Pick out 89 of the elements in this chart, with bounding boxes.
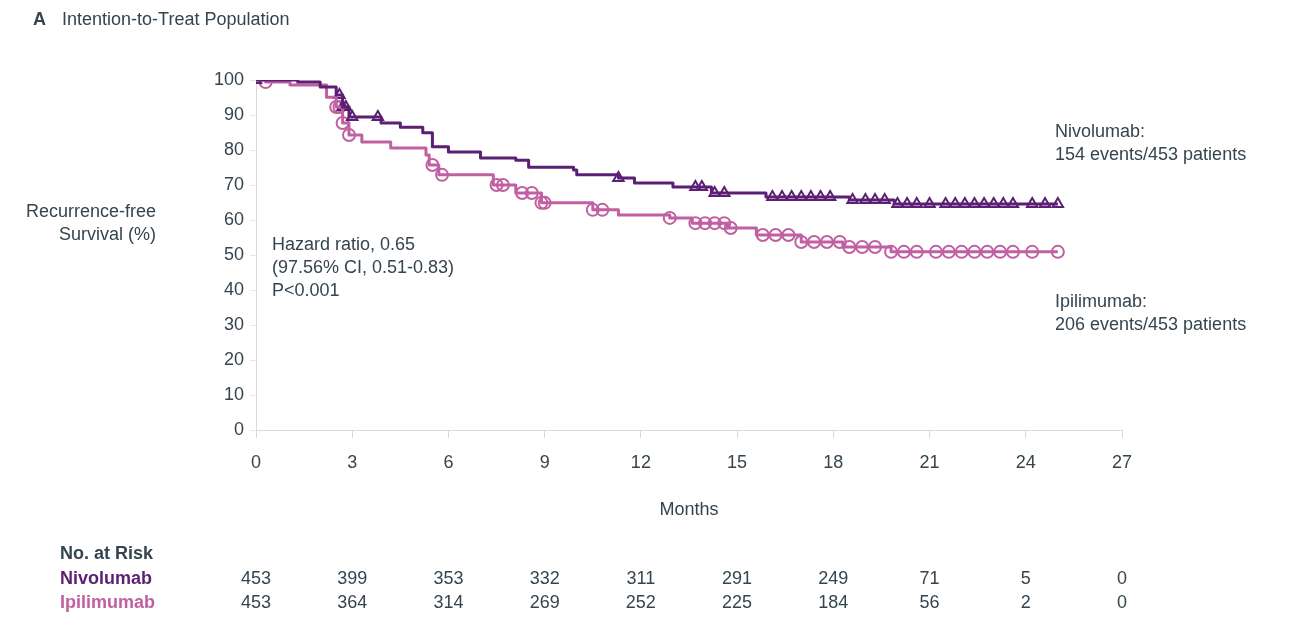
point	[941, 244, 956, 259]
x-tick-label: 24	[1015, 451, 1036, 472]
y-tick-label: 60	[223, 208, 244, 229]
text: 453 399 353 332 311 291 249 71 5 0	[240, 568, 1128, 588]
x-tick-label: 18	[823, 451, 844, 472]
text: Nivolumab	[60, 567, 153, 590]
point	[489, 178, 504, 192]
point	[794, 235, 809, 250]
y-tick-label: 80	[223, 138, 244, 159]
point	[977, 196, 991, 208]
point	[855, 239, 870, 254]
point	[832, 235, 847, 250]
text: A	[33, 8, 46, 31]
point	[723, 221, 738, 236]
y-tick-label: 100	[213, 68, 244, 89]
x-tick-label: 27	[1111, 451, 1133, 472]
point	[896, 244, 911, 259]
point	[1051, 196, 1065, 208]
point	[524, 186, 539, 201]
y-tick-label: 30	[223, 313, 244, 334]
x-tick-label: 0	[250, 451, 262, 472]
x-tick-label: 9	[539, 451, 550, 472]
point	[1038, 196, 1052, 208]
point	[781, 228, 796, 243]
point	[868, 239, 883, 254]
point	[993, 244, 1008, 259]
annotation: Hazard ratio, 0.65 (97.56% CI, 0.51-0.83) P<0.001	[272, 233, 455, 302]
point	[807, 235, 822, 250]
point	[1025, 244, 1040, 259]
point	[980, 244, 995, 259]
annotation: Nivolumab: 154 events/453 patients	[1055, 120, 1247, 166]
point	[823, 189, 837, 201]
y-tick-label: 20	[223, 348, 244, 369]
text: Ipilimumab	[60, 591, 156, 614]
point	[689, 180, 702, 192]
point	[717, 216, 732, 231]
point	[884, 244, 899, 259]
x-axis-title: Months	[659, 498, 719, 521]
point	[1006, 196, 1020, 208]
point	[846, 193, 859, 205]
point	[695, 180, 709, 192]
point	[425, 158, 440, 173]
point	[612, 171, 625, 182]
point	[1026, 196, 1039, 208]
x-tick-label: 3	[347, 451, 358, 472]
point	[909, 244, 924, 259]
y-tick-label: 0	[233, 418, 244, 439]
point	[335, 116, 350, 131]
point	[923, 196, 936, 208]
point	[768, 228, 783, 243]
chart-title: Intention-to-Treat Population	[62, 8, 290, 31]
point	[1005, 244, 1020, 259]
x-tick-label: 6	[443, 451, 454, 472]
point	[804, 189, 818, 201]
point	[342, 127, 357, 142]
point	[371, 110, 385, 122]
point	[688, 216, 703, 231]
point	[515, 186, 530, 201]
point	[662, 210, 677, 225]
point	[755, 228, 770, 243]
point	[958, 196, 972, 208]
point	[1050, 244, 1065, 259]
x-tick-label: 15	[727, 451, 748, 472]
point	[346, 110, 359, 122]
x-tick-label: 12	[630, 451, 651, 472]
text: 453 364 314 269 252 225 184 56 2 0	[240, 592, 1128, 612]
point	[868, 193, 882, 205]
x-tick-label: 21	[919, 451, 940, 472]
point	[495, 178, 510, 192]
y-tick-label: 40	[223, 278, 244, 299]
y-tick-label: 90	[223, 103, 244, 124]
point	[595, 202, 610, 217]
point	[819, 235, 834, 250]
point	[435, 167, 450, 182]
point	[842, 239, 857, 254]
y-tick-label: 10	[223, 383, 244, 404]
point	[585, 202, 600, 217]
point	[900, 196, 914, 208]
point	[954, 244, 969, 259]
point	[775, 189, 789, 201]
text: No. at Risk	[60, 542, 154, 565]
point	[707, 216, 722, 231]
point	[967, 244, 982, 259]
point	[698, 216, 713, 231]
point	[928, 244, 943, 259]
y-tick-label: 50	[223, 243, 244, 264]
y-tick-label: 70	[223, 173, 244, 194]
y-axis-title: Recurrence-free Survival (%)	[25, 200, 156, 246]
annotation: Ipilimumab: 206 events/453 patients	[1055, 290, 1247, 336]
